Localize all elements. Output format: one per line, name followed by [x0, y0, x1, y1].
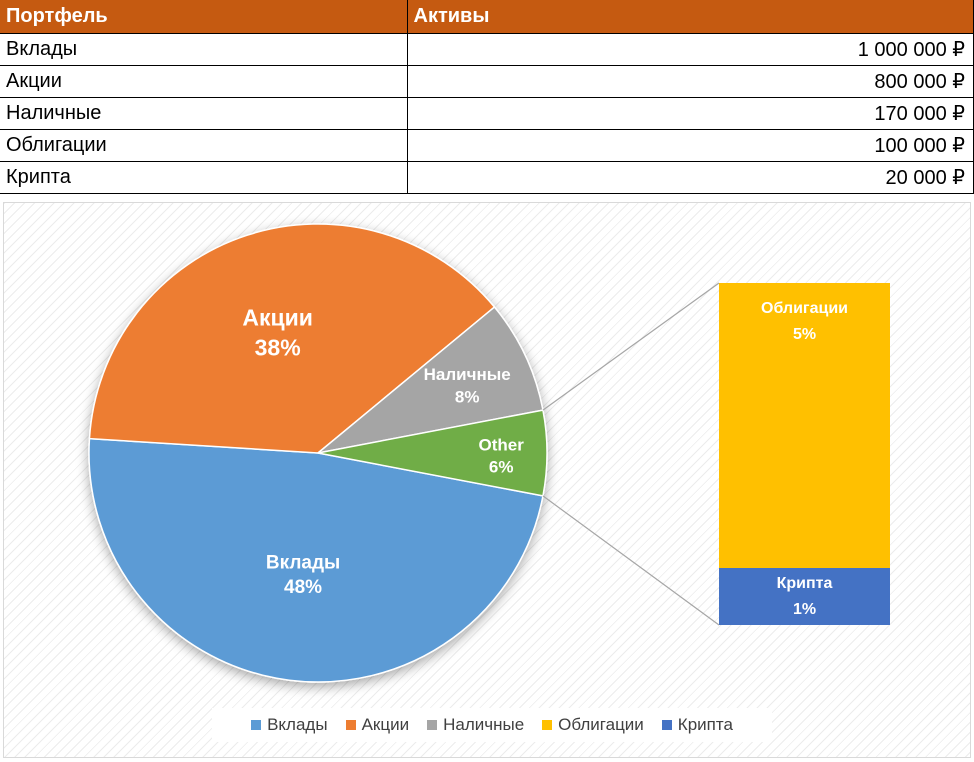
slice-label-percent: 8%	[455, 387, 480, 406]
pie-slice-2[interactable]	[317, 305, 544, 454]
legend-swatch	[427, 720, 438, 730]
legend-label: Облигации	[558, 715, 644, 734]
other-breakdown-bar	[719, 283, 890, 625]
row-value-cell[interactable]: 100 000 ₽	[407, 129, 974, 162]
slice-label-percent: 6%	[489, 458, 514, 477]
legend-label: Акции	[361, 715, 410, 734]
pie	[88, 223, 548, 683]
row-name-cell[interactable]: Вклады	[0, 33, 408, 66]
table-row: Облигации 100 000 ₽	[0, 129, 974, 162]
data-labels: Вклады 48% Акции 38% Наличные 8% Other 6% Облига…	[242, 300, 848, 618]
slice-label-name: Наличные	[424, 365, 511, 384]
slice-label-name: Вклады	[266, 552, 340, 573]
table-row: Акции 800 000 ₽	[0, 65, 974, 98]
legend-item[interactable]: Облигации	[542, 715, 644, 735]
legend-item[interactable]: Акции	[345, 715, 410, 735]
header-portfolio[interactable]: Портфель	[0, 0, 408, 34]
table-row: Вклады 1 000 000 ₽	[0, 33, 974, 66]
legend: Вклады Акции Наличные Облигации Крипта	[212, 708, 772, 742]
row-value-cell[interactable]: 20 000 ₽	[407, 161, 974, 194]
portfolio-table: Портфель Активы Вклады 1 000 000 ₽ Акции…	[0, 0, 974, 194]
connector-line-bottom	[542, 495, 720, 626]
legend-swatch	[345, 720, 356, 730]
row-name-cell[interactable]: Акции	[0, 65, 408, 98]
bar-label-percent: 1%	[793, 601, 816, 618]
row-value-cell[interactable]: 1 000 000 ₽	[407, 33, 974, 66]
connector-line-top	[542, 282, 720, 411]
header-assets[interactable]: Активы	[407, 0, 974, 34]
pie-slice-3[interactable]	[317, 409, 548, 497]
legend-item[interactable]: Вклады	[251, 715, 328, 735]
legend-item[interactable]: Крипта	[661, 715, 733, 735]
legend-label: Вклады	[267, 715, 328, 734]
pie-slice-0[interactable]	[88, 437, 544, 683]
bar-label-name: Облигации	[761, 300, 848, 317]
row-name-cell[interactable]: Крипта	[0, 161, 408, 194]
legend-label: Крипта	[677, 715, 733, 734]
bar-segment-1[interactable]	[719, 568, 890, 625]
bar-segment-0[interactable]	[719, 283, 890, 568]
row-name-cell[interactable]: Облигации	[0, 129, 408, 162]
table-row: Наличные 170 000 ₽	[0, 97, 974, 130]
legend-item[interactable]: Наличные	[427, 715, 524, 735]
row-value-cell[interactable]: 800 000 ₽	[407, 65, 974, 98]
connector-lines	[542, 282, 720, 626]
row-value-cell[interactable]: 170 000 ₽	[407, 97, 974, 130]
legend-swatch	[542, 720, 553, 730]
table-header-row: Портфель Активы	[0, 0, 974, 34]
pie-slice-1[interactable]	[88, 223, 496, 454]
legend-label: Наличные	[443, 715, 525, 734]
bar-label-percent: 5%	[793, 326, 816, 343]
slice-label-name: Акции	[242, 304, 313, 330]
slice-label-percent: 48%	[284, 577, 322, 598]
slice-label-percent: 38%	[255, 334, 301, 360]
bar-label-name: Крипта	[777, 575, 833, 592]
legend-swatch	[251, 720, 262, 730]
slice-label-name: Other	[479, 435, 525, 454]
table-row: Крипта 20 000 ₽	[0, 161, 974, 194]
row-name-cell[interactable]: Наличные	[0, 97, 408, 130]
legend-swatch	[661, 720, 672, 730]
